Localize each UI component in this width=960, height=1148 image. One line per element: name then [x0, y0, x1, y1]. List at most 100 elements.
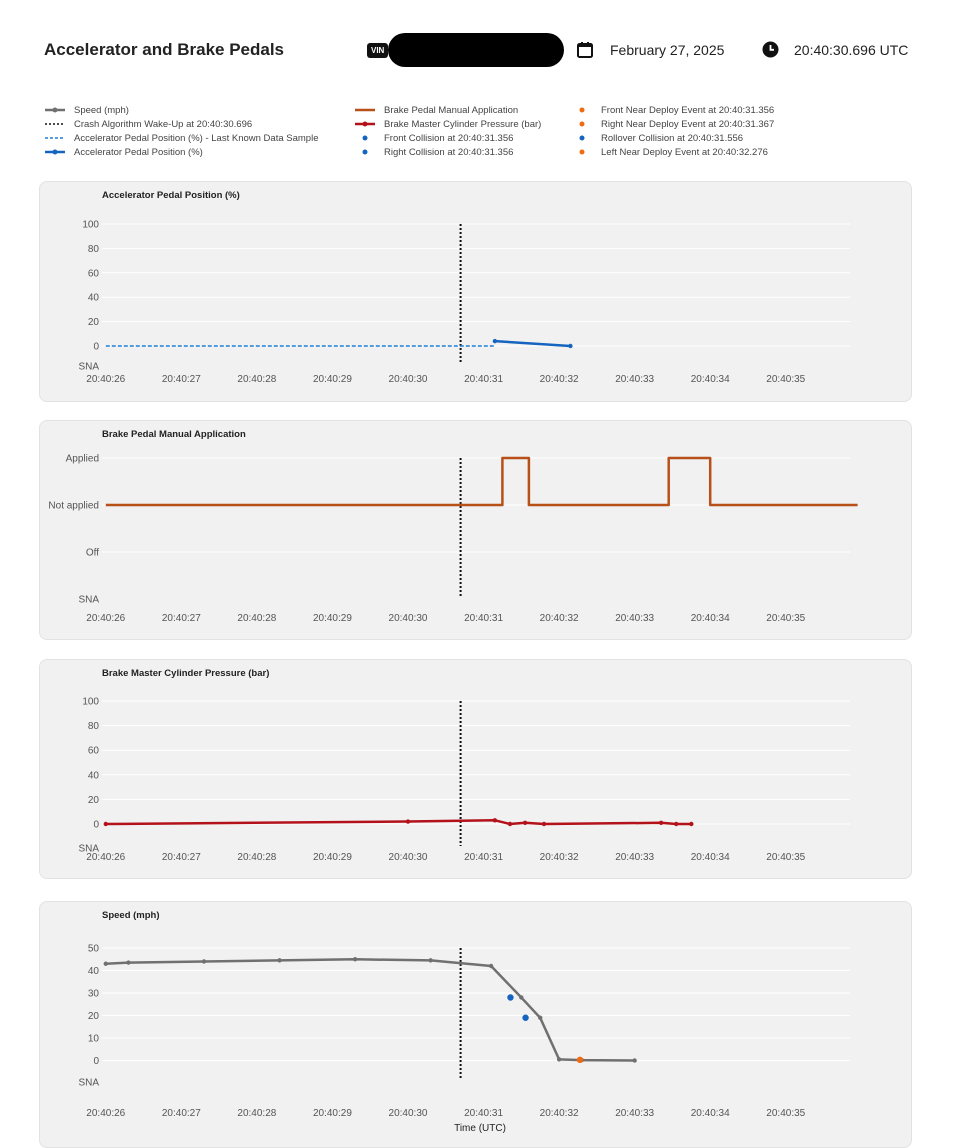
x-tick-label: 20:40:27 — [162, 1108, 201, 1119]
x-tick-label: 20:40:33 — [615, 613, 654, 624]
y-tick-label: SNA — [78, 1078, 99, 1089]
x-tick-label: 20:40:33 — [615, 1108, 654, 1119]
data-point — [126, 960, 131, 965]
vin-badge: VIN — [367, 43, 389, 58]
legend-line-orange-icon — [355, 108, 375, 112]
chart-plot-speed: 50 40 30 20 10 0 SNA 20:40:26 20:40:27 20:40:28 20… — [78, 944, 850, 1119]
data-point — [689, 821, 694, 827]
legend-item-accel-last-known: Accelerator Pedal Position (%) - Last Kn… — [44, 131, 318, 145]
legend-item-right-near-deploy: Right Near Deploy Event at 20:40:31.367 — [571, 117, 774, 131]
y-tick-label: 40 — [88, 966, 100, 977]
series-line — [105, 958, 635, 1062]
legend-dotted-black-icon — [45, 123, 65, 125]
y-tick-label: 20 — [88, 317, 100, 328]
x-tick-label: 20:40:29 — [313, 1108, 352, 1119]
y-tick-label: 80 — [88, 721, 100, 732]
legend-dot-blue-icon — [362, 149, 368, 155]
x-tick-label: 20:40:26 — [86, 613, 125, 624]
event-marker — [576, 1056, 584, 1064]
legend-label: Accelerator Pedal Position (%) — [74, 146, 203, 158]
chart-panel-speed: Speed (mph) 50 40 30 20 10 0 SNA 20:40:26 20:40:… — [39, 901, 912, 1148]
legend-item-brake-pressure: Brake Master Cylinder Pressure (bar) — [354, 117, 541, 131]
y-tick-label: 40 — [88, 770, 100, 781]
legend-item-left-near-deploy: Left Near Deploy Event at 20:40:32.276 — [571, 145, 774, 159]
data-point — [201, 959, 207, 964]
y-tick-label: Not applied — [48, 501, 99, 512]
chart-title: Speed (mph) — [102, 910, 160, 921]
data-point — [556, 1057, 562, 1062]
x-tick-label: 20:40:28 — [237, 852, 276, 863]
data-point — [568, 343, 573, 349]
legend-label: Front Collision at 20:40:31.356 — [384, 132, 514, 144]
x-tick-label: 20:40:26 — [86, 852, 125, 863]
legend-label: Right Near Deploy Event at 20:40:31.367 — [601, 118, 775, 130]
chart-title: Brake Master Cylinder Pressure (bar) — [102, 668, 270, 679]
data-point — [103, 821, 108, 827]
x-tick-label: 20:40:27 — [162, 852, 201, 863]
y-tick-label: 20 — [88, 1011, 100, 1022]
y-tick-label: 10 — [88, 1034, 100, 1045]
data-point — [541, 821, 547, 827]
x-tick-label: 20:40:31 — [464, 613, 503, 624]
legend-line-dot-red-icon — [355, 121, 375, 127]
x-tick-label: 20:40:27 — [162, 613, 201, 624]
x-tick-label: 20:40:28 — [237, 374, 276, 385]
page-title: Accelerator and Brake Pedals — [44, 40, 285, 59]
y-tick-label: 60 — [88, 746, 100, 757]
x-tick-label: 20:40:34 — [691, 1108, 730, 1119]
event-marker — [522, 1014, 529, 1021]
x-tick-label: 20:40:33 — [615, 852, 654, 863]
series-line — [105, 456, 858, 507]
chart-panel-accelerator: Accelerator Pedal Position (%) 100 80 60 40… — [39, 181, 912, 402]
y-tick-label: 60 — [88, 268, 100, 279]
x-tick-label: 20:40:31 — [464, 852, 503, 863]
x-tick-label: 20:40:28 — [237, 613, 276, 624]
y-tick-label: 40 — [88, 293, 100, 304]
chart-plot-brake-manual: Applied Not applied Off SNA 20:40:26 20:40:27… — [48, 454, 858, 624]
vin-redaction — [388, 33, 564, 67]
legend-item-accel: Accelerator Pedal Position (%) — [44, 145, 318, 159]
data-point — [277, 958, 282, 963]
legend-label: Speed (mph) — [74, 104, 129, 116]
event-date: February 27, 2025 — [610, 42, 725, 58]
calendar-icon — [577, 42, 593, 58]
x-tick-label: 20:40:35 — [766, 852, 805, 863]
legend-item-brake-manual: Brake Pedal Manual Application — [354, 103, 541, 117]
chart-panel-brake-pressure: Brake Master Cylinder Pressure (bar) 100… — [39, 659, 912, 879]
data-point — [103, 961, 108, 966]
legend-line-dot-blue-icon — [45, 149, 65, 155]
legend-line-dot-gray-icon — [45, 107, 65, 113]
x-tick-label: 20:40:31 — [464, 1108, 503, 1119]
y-tick-label: Off — [86, 548, 99, 559]
x-tick-label: 20:40:28 — [237, 1108, 276, 1119]
x-tick-label: 20:40:34 — [691, 374, 730, 385]
x-axis-title: Time (UTC) — [454, 1123, 506, 1134]
legend-label: Right Collision at 20:40:31.356 — [384, 146, 514, 158]
clock-icon — [762, 41, 779, 58]
y-tick-label: 50 — [88, 944, 100, 955]
x-tick-label: 20:40:29 — [313, 613, 352, 624]
x-tick-label: 20:40:30 — [389, 374, 428, 385]
data-point — [492, 818, 498, 823]
legend-label: Front Near Deploy Event at 20:40:31.356 — [601, 104, 775, 116]
y-tick-label: SNA — [78, 595, 99, 606]
legend-item-front-near-deploy: Front Near Deploy Event at 20:40:31.356 — [571, 103, 774, 117]
x-tick-label: 20:40:30 — [389, 1108, 428, 1119]
data-point — [405, 819, 411, 824]
legend-column: Brake Pedal Manual Application Brake Mas… — [354, 103, 541, 159]
legend-column: Speed (mph) Crash Algorithm Wake-Up at 2… — [44, 103, 318, 159]
event-marker — [507, 994, 514, 1001]
legend-dot-blue-icon — [362, 135, 368, 141]
x-tick-label: 20:40:26 — [86, 374, 125, 385]
chart-legend: Speed (mph) Crash Algorithm Wake-Up at 2… — [44, 103, 924, 161]
x-tick-label: 20:40:29 — [313, 852, 352, 863]
data-point — [632, 1058, 637, 1063]
series-line — [494, 339, 571, 348]
x-tick-label: 20:40:35 — [766, 613, 805, 624]
chart-title: Accelerator Pedal Position (%) — [102, 190, 240, 201]
legend-item-speed: Speed (mph) — [44, 103, 318, 117]
x-tick-label: 20:40:31 — [464, 374, 503, 385]
legend-dot-blue-icon — [579, 135, 585, 141]
legend-label: Crash Algorithm Wake-Up at 20:40:30.696 — [74, 118, 253, 130]
